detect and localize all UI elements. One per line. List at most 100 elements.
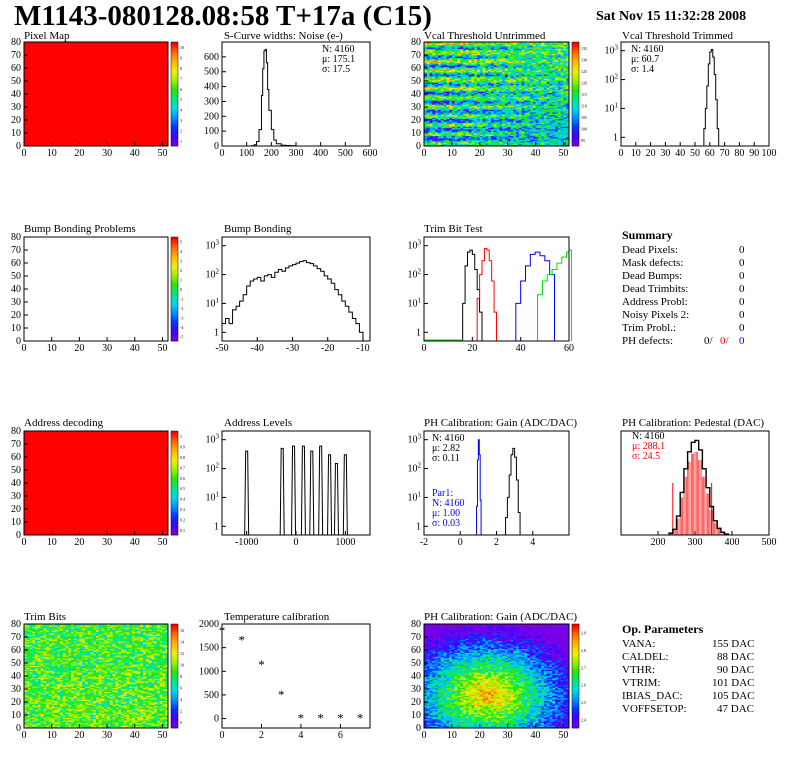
x-tick-label: 30 [102, 343, 112, 354]
heatmap-cell [474, 91, 478, 93]
heatmap-cell [476, 95, 481, 97]
heatmap-cell [527, 129, 531, 131]
heatmap-cell [468, 87, 472, 90]
heatmap-cell [460, 140, 464, 143]
heatmap-cell [446, 135, 450, 138]
heatmap-cell [476, 143, 481, 145]
heatmap-cell [538, 125, 542, 127]
heatmap-cell [538, 134, 542, 136]
heatmap-cell [532, 91, 536, 93]
heatmap-cell [524, 129, 528, 131]
y-tick-label: 1 [214, 327, 219, 338]
heatmap-cell [437, 140, 442, 143]
x-tick-label: 50 [157, 537, 167, 548]
heatmap-cell [440, 143, 444, 145]
color-scale-segment [171, 83, 178, 87]
heatmap-cell [532, 90, 536, 92]
heatmap-cell [437, 104, 442, 106]
heatmap-cell [474, 133, 478, 135]
heatmap-cell [468, 88, 472, 91]
heatmap-cell [468, 92, 472, 95]
color-scale-segment [572, 135, 579, 139]
heatmap-cell [555, 104, 559, 106]
heatmap-cell [429, 143, 433, 145]
color-scale-label: 125 [581, 69, 587, 74]
heatmap-cell [518, 120, 522, 122]
heatmap-cell [566, 109, 570, 112]
heatmap-cell [521, 139, 525, 142]
heatmap-cell [527, 92, 531, 95]
heatmap-cell [490, 139, 495, 142]
heatmap-cell [507, 101, 511, 104]
heatmap-cell [440, 112, 444, 114]
heatmap-cell [541, 140, 545, 143]
heatmap-cell [476, 136, 481, 139]
heatmap-cell [535, 101, 539, 104]
heatmap-cell [560, 107, 564, 109]
heatmap-cell [451, 121, 455, 123]
color-scale-segment [171, 493, 178, 497]
heatmap-cell [471, 104, 475, 106]
heatmap-cell [521, 103, 525, 105]
heatmap-cell [463, 95, 467, 97]
heatmap-cell [524, 142, 528, 144]
heatmap-cell [557, 91, 561, 93]
heatmap-cell [563, 105, 567, 108]
heatmap-cell [426, 142, 430, 144]
heatmap-cell [424, 136, 428, 139]
heatmap-cell [485, 125, 489, 127]
y-tick-label: 60 [11, 63, 21, 74]
y-tick-label: 70 [411, 50, 421, 61]
color-scale-segment [171, 250, 178, 253]
heatmap-cell [479, 126, 483, 129]
heatmap-cell [465, 114, 469, 117]
heatmap-cell [488, 130, 492, 132]
heatmap-cell [463, 136, 467, 139]
heatmap-cell [471, 134, 475, 136]
heatmap-cell [432, 134, 436, 136]
heatmap-cell [502, 138, 506, 140]
heatmap-cell [463, 110, 467, 113]
heatmap-cell [552, 107, 556, 109]
heatmap-cell [529, 129, 534, 131]
heatmap-cell [449, 113, 453, 116]
stats-line: σ: 24.5 [632, 451, 660, 462]
heatmap-cell [482, 99, 486, 101]
heatmap-cell [496, 92, 500, 95]
heatmap-cell [555, 133, 559, 135]
heatmap-cell [440, 90, 444, 92]
heatmap-cell [493, 114, 497, 117]
address-level-peak [309, 450, 315, 536]
heatmap-cell [513, 99, 517, 101]
heatmap-cell [443, 131, 447, 134]
heatmap-cell [552, 123, 556, 126]
heatmap-cell [449, 108, 453, 110]
y-tick-exponent: 3 [418, 239, 422, 247]
heatmap-cell [449, 112, 453, 114]
heatmap-cell [457, 108, 461, 110]
heatmap-cell [516, 118, 520, 121]
heatmap-cell [504, 122, 508, 125]
heatmap-cell [474, 138, 478, 140]
stats-line: N: 4160 [322, 44, 355, 55]
heatmap-cell [543, 131, 547, 134]
heatmap-cell [518, 105, 522, 108]
heatmap-cell [468, 123, 472, 126]
color-scale-label: 105 [581, 115, 587, 120]
heatmap-cell [474, 94, 478, 96]
heatmap-cell [471, 95, 475, 97]
color-scale-label: 1 [180, 139, 182, 144]
heatmap-cell [451, 113, 455, 116]
heatmap-cell [429, 117, 433, 119]
heatmap-cell [432, 122, 436, 125]
heatmap-cell [557, 135, 561, 138]
x-tick-label: 0 [22, 537, 27, 548]
heatmap-cell [488, 109, 492, 112]
heatmap-cell [524, 87, 528, 90]
color-scale-segment [171, 88, 178, 92]
heatmap-cell [504, 105, 508, 108]
heatmap-cell [543, 103, 547, 105]
heatmap-cell [502, 110, 506, 113]
color-scale-label: -1 [180, 296, 183, 301]
heatmap-cell [465, 94, 469, 96]
